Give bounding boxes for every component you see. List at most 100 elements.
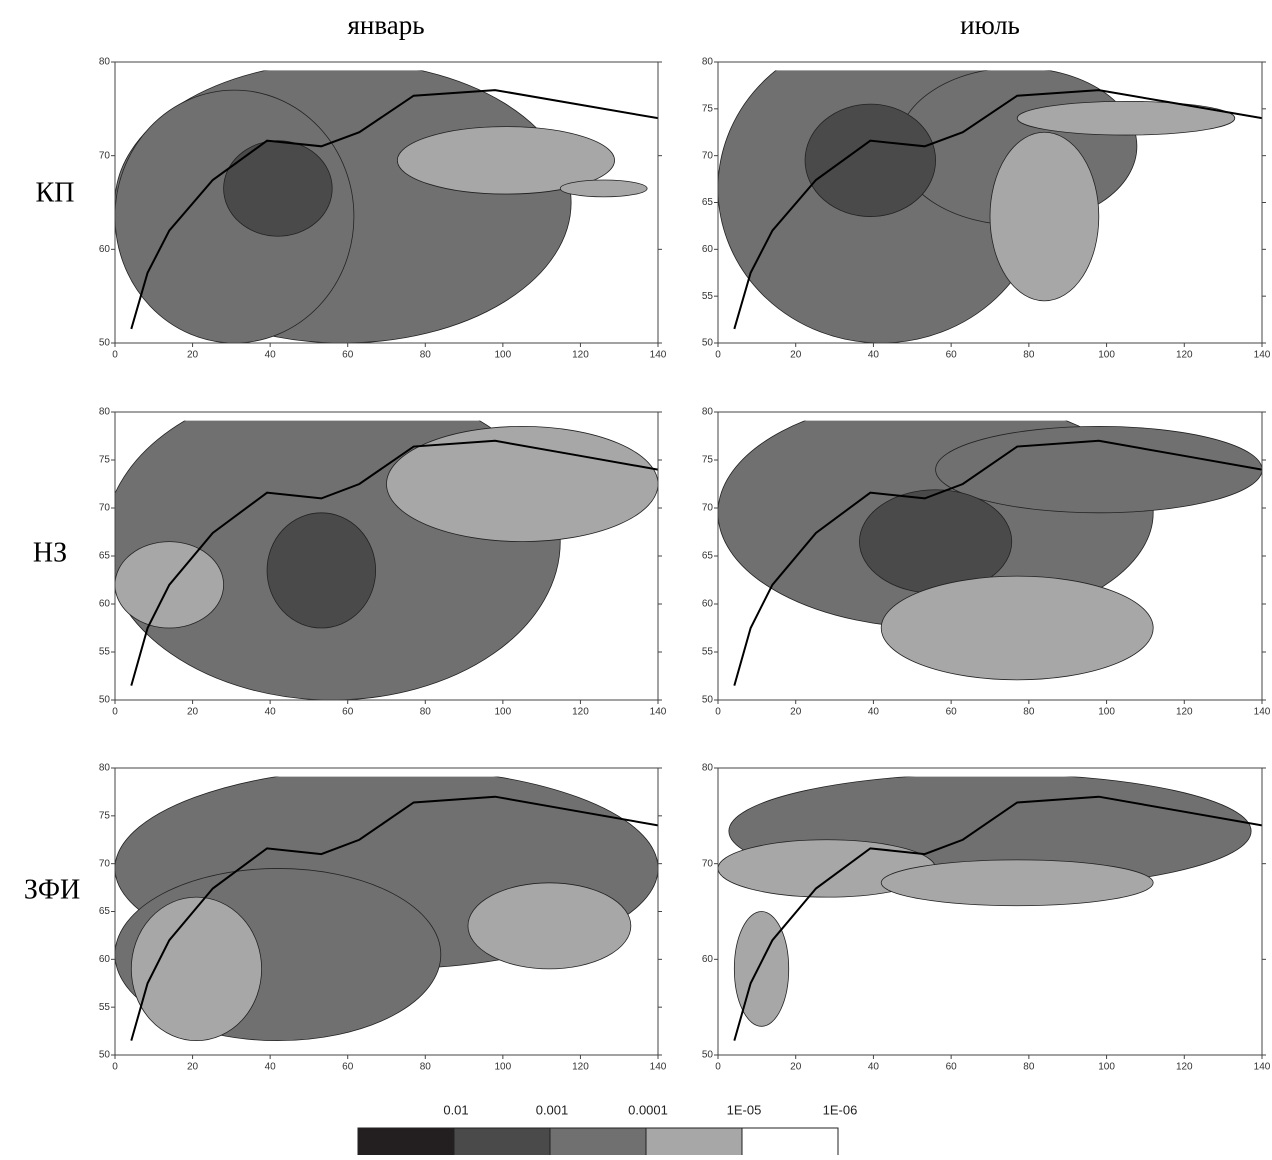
x-tick-label: 100 — [1098, 350, 1115, 361]
contours — [718, 398, 1262, 686]
y-tick-label: 50 — [99, 695, 111, 706]
x-tick-label: 0 — [715, 1062, 721, 1073]
row-label: КП — [36, 177, 75, 208]
x-tick-label: 120 — [572, 350, 589, 361]
contours — [115, 62, 658, 343]
x-tick-label: 60 — [342, 707, 354, 718]
y-tick-label: 80 — [99, 407, 111, 418]
y-tick-label: 65 — [702, 551, 714, 562]
contour-region — [881, 576, 1153, 680]
x-tick-label: 0 — [715, 350, 721, 361]
y-tick-label: 50 — [702, 338, 714, 349]
y-tick-label: 80 — [702, 57, 714, 68]
x-tick-label: 60 — [946, 1062, 958, 1073]
column-title: январь — [347, 10, 424, 40]
figure: январь июль КП НЗ ЗФИ 0 20 40 60 80 100 120 140… — [0, 0, 1272, 1155]
row-label: ЗФИ — [24, 874, 80, 905]
x-tick-label: 20 — [187, 1062, 199, 1073]
x-tick-label: 60 — [946, 707, 958, 718]
y-tick-label: 65 — [702, 197, 714, 208]
y-tick-label: 60 — [702, 599, 714, 610]
x-tick-label: 100 — [495, 707, 512, 718]
contours — [115, 768, 658, 1041]
contour-region — [468, 883, 631, 969]
x-tick-label: 20 — [187, 350, 199, 361]
legend-swatch — [742, 1128, 838, 1155]
y-tick-label: 80 — [702, 407, 714, 418]
legend-label: 0.001 — [536, 1102, 569, 1117]
x-tick-label: 80 — [420, 707, 432, 718]
x-tick-label: 20 — [790, 350, 802, 361]
y-tick-label: 60 — [702, 954, 714, 965]
x-tick-label: 80 — [1023, 707, 1035, 718]
x-tick-label: 40 — [868, 1062, 880, 1073]
x-tick-label: 100 — [495, 350, 512, 361]
x-tick-label: 80 — [420, 350, 432, 361]
y-tick-label: 70 — [99, 503, 111, 514]
y-tick-label: 60 — [99, 954, 111, 965]
y-tick-label: 70 — [99, 150, 111, 161]
y-tick-label: 50 — [99, 1050, 111, 1061]
y-tick-label: 50 — [702, 695, 714, 706]
y-tick-label: 50 — [702, 1050, 714, 1061]
legend-label: 1E-06 — [823, 1102, 858, 1117]
y-tick-label: 60 — [99, 244, 111, 255]
x-tick-label: 80 — [1023, 1062, 1035, 1073]
x-tick-label: 40 — [265, 350, 277, 361]
y-tick-label: 80 — [99, 57, 111, 68]
x-tick-label: 40 — [868, 350, 880, 361]
x-tick-label: 40 — [868, 707, 880, 718]
x-tick-label: 0 — [112, 350, 118, 361]
y-tick-label: 50 — [99, 338, 111, 349]
contour-region — [224, 141, 333, 237]
x-tick-label: 20 — [790, 1062, 802, 1073]
y-tick-label: 65 — [99, 906, 111, 917]
y-tick-label: 70 — [702, 858, 714, 869]
y-tick-label: 70 — [99, 858, 111, 869]
x-tick-label: 120 — [1176, 1062, 1193, 1073]
x-tick-label: 40 — [265, 1062, 277, 1073]
x-tick-label: 120 — [572, 707, 589, 718]
x-tick-label: 80 — [1023, 350, 1035, 361]
y-tick-label: 70 — [702, 503, 714, 514]
y-tick-label: 55 — [702, 647, 714, 658]
x-tick-label: 120 — [1176, 707, 1193, 718]
x-tick-label: 100 — [1098, 1062, 1115, 1073]
y-tick-label: 75 — [702, 103, 714, 114]
y-tick-label: 55 — [99, 1002, 111, 1013]
x-tick-label: 60 — [342, 350, 354, 361]
contour-region — [387, 426, 659, 541]
contours — [718, 774, 1262, 1041]
x-tick-label: 40 — [265, 707, 277, 718]
x-tick-label: 80 — [420, 1062, 432, 1073]
x-tick-label: 120 — [572, 1062, 589, 1073]
x-tick-label: 140 — [650, 350, 667, 361]
row-label: НЗ — [33, 537, 67, 568]
contours — [718, 34, 1262, 343]
contour-region — [131, 897, 261, 1041]
contour-region — [881, 860, 1153, 906]
legend-swatch — [550, 1128, 646, 1155]
x-tick-label: 60 — [342, 1062, 354, 1073]
x-tick-label: 140 — [650, 707, 667, 718]
y-tick-label: 75 — [702, 455, 714, 466]
x-tick-label: 20 — [187, 707, 199, 718]
legend-swatch — [358, 1128, 454, 1155]
contours — [104, 383, 658, 700]
x-tick-label: 140 — [1254, 707, 1271, 718]
x-tick-label: 140 — [650, 1062, 667, 1073]
y-tick-label: 80 — [99, 763, 111, 774]
contour-region — [805, 104, 936, 216]
x-tick-label: 100 — [1098, 707, 1115, 718]
column-title: июль — [960, 10, 1020, 40]
contour-region — [267, 513, 376, 628]
legend-label: 0.0001 — [628, 1102, 668, 1117]
y-tick-label: 75 — [99, 810, 111, 821]
x-tick-label: 60 — [946, 350, 958, 361]
contour-region — [560, 180, 647, 197]
legend-label: 1E-05 — [727, 1102, 762, 1117]
legend-swatch — [646, 1128, 742, 1155]
x-tick-label: 0 — [112, 1062, 118, 1073]
x-tick-label: 140 — [1254, 350, 1271, 361]
x-tick-label: 140 — [1254, 1062, 1271, 1073]
